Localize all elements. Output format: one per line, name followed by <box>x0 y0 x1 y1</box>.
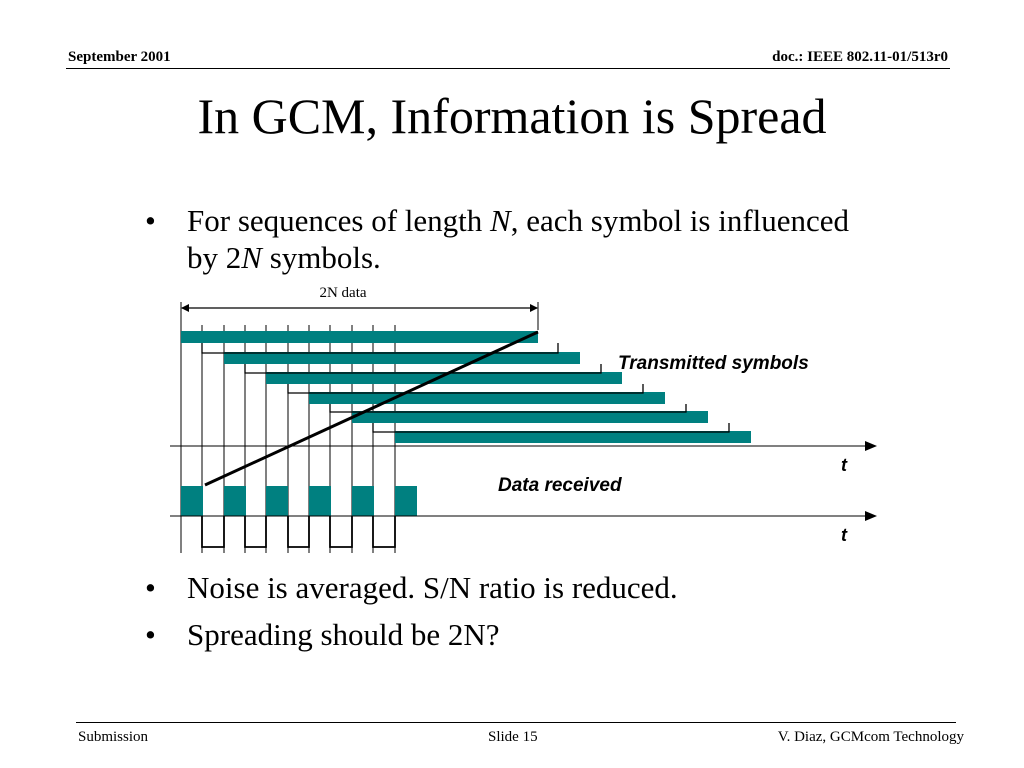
time-axis-bottom-label: t <box>841 525 848 545</box>
received-pulses <box>181 486 417 516</box>
footer-author: V. Diaz, GCMcom Technology <box>777 729 964 745</box>
footer-slide-number: Slide 15 <box>488 729 538 745</box>
footer-divider <box>76 722 956 723</box>
span-label: 2N data <box>319 285 366 301</box>
header-date: September 2001 <box>68 49 171 65</box>
bullet-text: Noise is averaged. S/N ratio is reduced. <box>187 570 678 605</box>
transmitted-symbols-label: Transmitted symbols <box>618 353 809 374</box>
transmitted-outlines <box>201 343 730 433</box>
received-outlines <box>201 516 396 548</box>
bullet-marker: • <box>145 617 156 652</box>
bullet-text: Spreading should be 2N? <box>187 617 500 652</box>
transmitted-bars <box>181 331 751 443</box>
bullet-marker: • <box>145 570 156 605</box>
footer-submission: Submission <box>78 729 149 745</box>
header-divider <box>66 68 950 69</box>
bullet-text: For sequences of length N, each symbol i… <box>187 203 850 275</box>
time-axis-top-label: t <box>841 455 848 475</box>
influence-diagonal <box>204 330 539 487</box>
header-doc-id: doc.: IEEE 802.11-01/513r0 <box>772 49 948 65</box>
bullet-marker: • <box>145 203 156 238</box>
slide-title: In GCM, Information is Spread <box>197 88 827 144</box>
data-received-label: Data received <box>498 475 622 496</box>
